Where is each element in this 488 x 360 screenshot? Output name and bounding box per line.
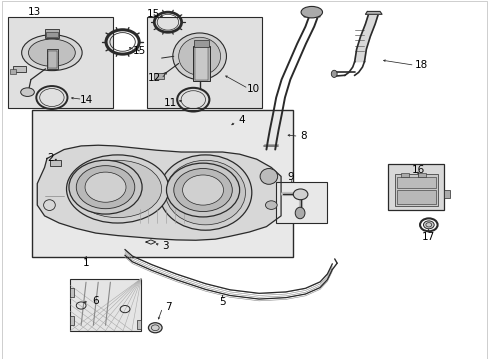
Ellipse shape [21,35,82,71]
Bar [10,69,16,74]
Ellipse shape [330,70,336,77]
Text: 15: 15 [146,9,160,19]
Ellipse shape [260,168,277,184]
Circle shape [85,172,126,202]
Polygon shape [37,145,281,240]
Bar [276,182,327,223]
Ellipse shape [165,160,245,225]
Text: 1: 1 [82,258,89,268]
Text: 3: 3 [162,241,168,251]
Bar [13,66,25,72]
Bar [193,45,210,81]
Text: 10: 10 [246,84,259,94]
Text: 13: 13 [28,7,41,17]
Bar [70,288,74,297]
Text: 8: 8 [300,131,306,141]
Bar [47,49,58,69]
Ellipse shape [301,6,322,18]
Circle shape [173,168,232,212]
Text: 17: 17 [421,232,434,242]
Text: 16: 16 [410,165,424,175]
Circle shape [76,166,135,209]
Bar [394,174,437,206]
Bar [396,190,435,204]
Bar [70,316,74,325]
Ellipse shape [74,160,161,218]
Ellipse shape [172,33,226,80]
Polygon shape [354,13,378,62]
Bar [8,17,113,108]
Ellipse shape [295,207,305,219]
Text: 6: 6 [92,296,99,306]
Text: 2: 2 [47,153,54,163]
Polygon shape [365,12,381,14]
Circle shape [265,201,277,210]
Bar [50,160,61,166]
Bar [444,190,449,198]
Bar [137,320,141,329]
Ellipse shape [28,39,75,66]
Bar [44,30,59,39]
Bar [32,110,293,257]
Bar [46,32,58,37]
Polygon shape [304,13,320,17]
Text: 9: 9 [287,172,294,182]
Bar [147,17,261,108]
Text: 4: 4 [238,116,244,126]
Ellipse shape [178,37,220,75]
Bar [70,279,141,330]
Ellipse shape [159,155,251,230]
Circle shape [166,163,239,217]
Bar [194,40,208,46]
Circle shape [69,160,142,214]
Text: 12: 12 [147,73,161,83]
Bar [396,177,435,188]
Text: 15: 15 [133,46,146,56]
Bar [154,73,163,79]
Bar [387,164,444,211]
Ellipse shape [20,88,34,96]
Text: 14: 14 [79,95,92,105]
Bar [400,173,408,177]
Text: 5: 5 [219,297,225,307]
Bar [48,50,57,68]
Circle shape [423,221,433,229]
Bar [194,47,208,80]
Ellipse shape [66,155,168,223]
Text: 18: 18 [413,60,427,70]
Bar [417,173,426,177]
Circle shape [293,189,307,200]
Circle shape [182,175,223,205]
Text: 7: 7 [165,302,172,312]
Circle shape [148,323,162,333]
Text: 11: 11 [163,98,177,108]
